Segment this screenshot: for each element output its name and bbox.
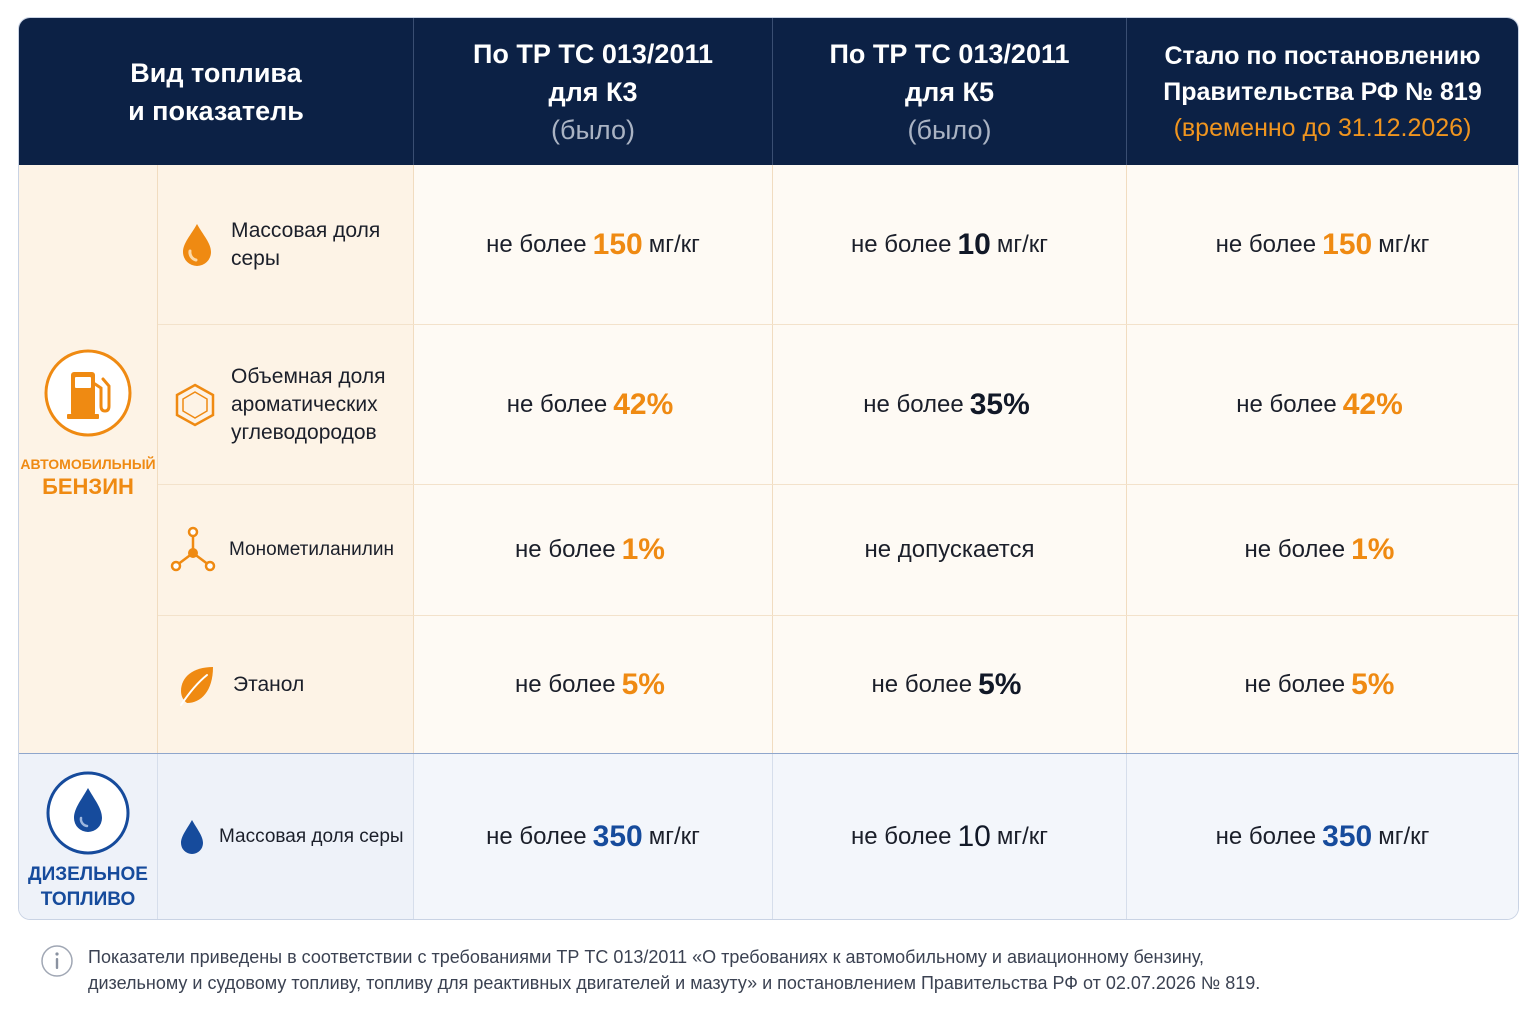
cell-k3-diesel-sulfur: не более 350 мг/кг: [414, 754, 772, 919]
cell-new-ethanol: не более 5%: [1127, 616, 1518, 753]
value-unit: мг/кг: [996, 822, 1049, 850]
header-new: Стало по постановлению Правительства РФ …: [1127, 18, 1518, 165]
value-number: 150: [592, 227, 643, 261]
param-label: Массовая доля серы: [231, 218, 381, 270]
value-text: не допускается: [864, 536, 1035, 563]
droplet-icon: [181, 819, 203, 854]
footnote: Показатели приведены в соответствии с тр…: [40, 944, 1500, 996]
param-label: Массовая доля серы: [219, 825, 404, 847]
value-prefix: не более: [515, 536, 616, 563]
cell-k5-aromatics: не более 35%: [773, 325, 1126, 484]
header-k5-line1: По ТР ТС 013/2011: [829, 38, 1070, 69]
diesel-label-top: ДИЗЕЛЬНОЕ: [28, 864, 148, 885]
header-fuel-type-line2: и показатель: [128, 95, 304, 126]
cell-new-diesel-sulfur: не более 350 мг/кг: [1127, 754, 1518, 919]
value-number: 350: [592, 819, 643, 853]
header-fuel-type-line1: Вид топлива: [130, 57, 302, 88]
header-k3-line2: для К3: [548, 76, 638, 107]
value-number: 10: [957, 819, 991, 853]
cell-k3-aromatics: не более 42%: [414, 325, 772, 484]
value-number: 5%: [1351, 667, 1395, 701]
value-prefix: не более: [850, 230, 952, 258]
benzene-ring-icon: [175, 383, 215, 426]
header-k3-line1: По ТР ТС 013/2011: [472, 38, 714, 69]
value-prefix: не более: [1215, 230, 1317, 258]
param-label: Этанол: [233, 672, 305, 696]
value-prefix: не более: [515, 670, 616, 698]
header-k5-line2: для К5: [904, 76, 995, 107]
value-unit: мг/кг: [1378, 822, 1430, 850]
value-prefix: не более: [850, 822, 952, 850]
value-prefix: не более: [863, 390, 964, 418]
value-unit: мг/кг: [996, 230, 1049, 258]
param-row-ethanol: Этанол: [169, 616, 413, 753]
header-new-line1: Стало по постановлению: [1164, 41, 1481, 70]
table-header: Вид топлива и показатель По ТР ТС 013/20…: [19, 18, 1518, 165]
value-number: 5%: [621, 667, 665, 701]
gasoline-label-bottom: БЕНЗИН: [42, 474, 134, 499]
leaf-icon: [180, 666, 213, 706]
cell-new-sulfur: не более 150 мг/кг: [1127, 165, 1518, 324]
cell-k5-monomethylaniline: не допускается: [773, 485, 1126, 615]
value-number: 1%: [1351, 533, 1395, 566]
diesel-label-bottom: ТОПЛИВО: [40, 889, 136, 910]
param-row-monomethylaniline: Монометиланилин: [169, 485, 413, 615]
param-row-diesel-sulfur: Массовая доля серы: [169, 754, 413, 919]
info-icon: [41, 945, 73, 977]
value-number: 35%: [969, 387, 1030, 421]
value-unit: мг/кг: [1378, 230, 1430, 258]
cell-k3-sulfur: не более 150 мг/кг: [414, 165, 772, 324]
header-fuel-type: Вид топлива и показатель: [19, 18, 413, 165]
param-label: Монометиланилин: [229, 539, 394, 560]
footnote-line2: дизельному и судовому топливу, топливу д…: [88, 973, 1261, 993]
value-prefix: не более: [506, 390, 608, 418]
value-prefix: не более: [871, 670, 973, 698]
value-number: 5%: [978, 667, 1022, 701]
param-row-aromatics: Объемная доля ароматических углеводородо…: [169, 325, 413, 484]
cell-k5-diesel-sulfur: не более 10 мг/кг: [773, 754, 1126, 919]
cell-k5-sulfur: не более 10 мг/кг: [773, 165, 1126, 324]
fuel-requirements-table: Вид топлива и показатель По ТР ТС 013/20…: [18, 17, 1519, 920]
cell-k3-monomethylaniline: не более 1%: [414, 485, 772, 615]
fuel-pump-icon: [44, 349, 132, 437]
value-unit: мг/кг: [648, 822, 700, 850]
gasoline-label-top: АВТОМОБИЛЬНЫЙ: [20, 456, 156, 472]
value-unit: мг/кг: [648, 230, 700, 258]
header-new-line2: Правительства РФ № 819: [1163, 77, 1482, 106]
header-k3-sub: (было): [551, 114, 635, 145]
param-label: Объемная доля ароматических углеводородо…: [231, 364, 386, 444]
value-prefix: не более: [1244, 536, 1346, 563]
param-row-sulfur: Массовая доля серы: [169, 165, 413, 324]
droplet-icon: [183, 223, 211, 266]
value-number: 42%: [613, 387, 674, 421]
footnote-line1: Показатели приведены в соответствии с тр…: [88, 947, 1204, 967]
gasoline-category: АВТОМОБИЛЬНЫЙ БЕНЗИН: [19, 348, 157, 500]
cell-new-monomethylaniline: не более 1%: [1127, 485, 1518, 615]
header-k5: По ТР ТС 013/2011 для К5 (было): [773, 18, 1126, 165]
value-prefix: не более: [486, 230, 587, 258]
cell-k5-ethanol: не более 5%: [773, 616, 1126, 753]
value-number: 150: [1322, 227, 1373, 261]
header-k3: По ТР ТС 013/2011 для К3 (было): [414, 18, 772, 165]
header-k5-sub: (было): [907, 114, 992, 145]
value-number: 10: [957, 227, 991, 261]
header-new-sub: (временно до 31.12.2026): [1173, 113, 1472, 142]
value-prefix: не более: [1215, 822, 1317, 850]
value-number: 42%: [1342, 387, 1403, 421]
value-number: 350: [1322, 819, 1373, 853]
diesel-category: ДИЗЕЛЬНОЕ ТОПЛИВО: [19, 770, 157, 911]
value-prefix: не более: [1236, 390, 1337, 418]
value-prefix: не более: [486, 822, 587, 850]
value-number: 1%: [621, 533, 665, 566]
droplet-circle-icon: [46, 771, 130, 855]
cell-k3-ethanol: не более 5%: [414, 616, 772, 753]
molecule-icon: [170, 526, 216, 572]
value-prefix: не более: [1244, 670, 1346, 698]
cell-new-aromatics: не более 42%: [1127, 325, 1518, 484]
